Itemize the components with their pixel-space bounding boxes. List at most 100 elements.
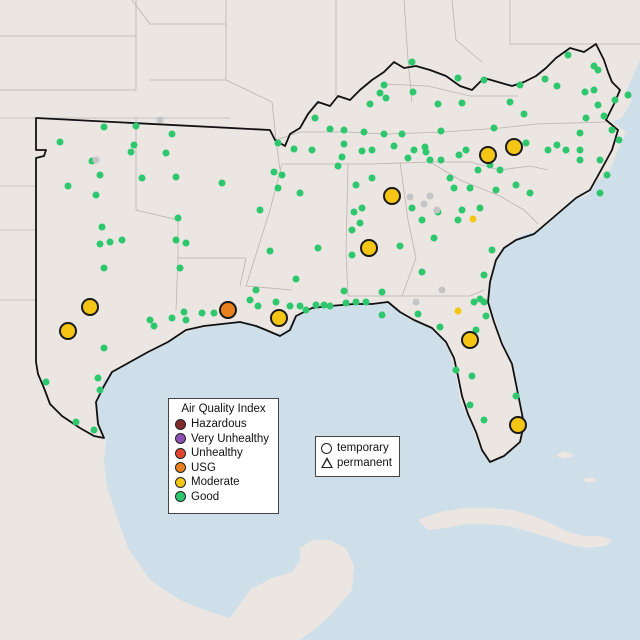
- good-monitor-marker[interactable]: [480, 416, 488, 424]
- good-monitor-marker[interactable]: [100, 123, 108, 131]
- good-monitor-marker[interactable]: [596, 189, 604, 197]
- good-monitor-marker[interactable]: [172, 236, 180, 244]
- nodata-monitor-marker[interactable]: [412, 298, 420, 306]
- good-monitor-marker[interactable]: [256, 206, 264, 214]
- good-monitor-marker[interactable]: [492, 186, 500, 194]
- good-monitor-marker[interactable]: [576, 129, 584, 137]
- good-monitor-marker[interactable]: [100, 264, 108, 272]
- good-monitor-marker[interactable]: [480, 298, 488, 306]
- good-monitor-marker[interactable]: [150, 322, 158, 330]
- nodata-monitor-marker[interactable]: [420, 200, 428, 208]
- good-monitor-marker[interactable]: [98, 223, 106, 231]
- good-monitor-marker[interactable]: [564, 51, 572, 59]
- good-monitor-marker[interactable]: [418, 268, 426, 276]
- nodata-monitor-marker[interactable]: [438, 286, 446, 294]
- good-monitor-marker[interactable]: [311, 114, 319, 122]
- good-monitor-marker[interactable]: [436, 323, 444, 331]
- good-monitor-marker[interactable]: [462, 146, 470, 154]
- good-monitor-marker[interactable]: [296, 189, 304, 197]
- good-monitor-marker[interactable]: [138, 174, 146, 182]
- good-monitor-marker[interactable]: [352, 181, 360, 189]
- good-monitor-marker[interactable]: [553, 82, 561, 90]
- good-monitor-marker[interactable]: [430, 234, 438, 242]
- good-monitor-marker[interactable]: [490, 124, 498, 132]
- good-monitor-marker[interactable]: [246, 296, 254, 304]
- good-monitor-marker[interactable]: [458, 99, 466, 107]
- good-monitor-marker[interactable]: [358, 147, 366, 155]
- nodata-monitor-marker[interactable]: [92, 156, 100, 164]
- moderate-temporary-monitor-marker[interactable]: [461, 331, 479, 349]
- good-monitor-marker[interactable]: [594, 66, 602, 74]
- nodata-monitor-marker[interactable]: [406, 193, 414, 201]
- good-monitor-marker[interactable]: [312, 301, 320, 309]
- good-monitor-marker[interactable]: [562, 146, 570, 154]
- good-monitor-marker[interactable]: [118, 236, 126, 244]
- nodata-monitor-marker[interactable]: [156, 116, 164, 124]
- moderate-temporary-monitor-marker[interactable]: [81, 298, 99, 316]
- good-monitor-marker[interactable]: [72, 418, 80, 426]
- good-monitor-marker[interactable]: [446, 174, 454, 182]
- good-monitor-marker[interactable]: [434, 100, 442, 108]
- good-monitor-marker[interactable]: [90, 426, 98, 434]
- good-monitor-marker[interactable]: [611, 96, 619, 104]
- good-monitor-marker[interactable]: [422, 148, 430, 156]
- good-monitor-marker[interactable]: [168, 130, 176, 138]
- good-monitor-marker[interactable]: [132, 122, 140, 130]
- good-monitor-marker[interactable]: [168, 314, 176, 322]
- good-monitor-marker[interactable]: [182, 239, 190, 247]
- good-monitor-marker[interactable]: [64, 182, 72, 190]
- good-monitor-marker[interactable]: [576, 156, 584, 164]
- good-monitor-marker[interactable]: [92, 191, 100, 199]
- good-monitor-marker[interactable]: [378, 288, 386, 296]
- good-monitor-marker[interactable]: [340, 140, 348, 148]
- good-monitor-marker[interactable]: [146, 316, 154, 324]
- good-monitor-marker[interactable]: [454, 216, 462, 224]
- good-monitor-marker[interactable]: [576, 146, 584, 154]
- good-monitor-marker[interactable]: [458, 206, 466, 214]
- good-monitor-marker[interactable]: [594, 101, 602, 109]
- good-monitor-marker[interactable]: [350, 208, 358, 216]
- nodata-monitor-marker[interactable]: [433, 206, 441, 214]
- good-monitor-marker[interactable]: [362, 298, 370, 306]
- good-monitor-marker[interactable]: [410, 146, 418, 154]
- good-monitor-marker[interactable]: [366, 100, 374, 108]
- good-monitor-marker[interactable]: [172, 173, 180, 181]
- good-monitor-marker[interactable]: [274, 139, 282, 147]
- good-monitor-marker[interactable]: [56, 138, 64, 146]
- good-monitor-marker[interactable]: [348, 226, 356, 234]
- good-monitor-marker[interactable]: [408, 58, 416, 66]
- good-monitor-marker[interactable]: [296, 302, 304, 310]
- good-monitor-marker[interactable]: [272, 298, 280, 306]
- good-monitor-marker[interactable]: [96, 240, 104, 248]
- good-monitor-marker[interactable]: [378, 311, 386, 319]
- good-monitor-marker[interactable]: [340, 126, 348, 134]
- moderate-temporary-monitor-marker[interactable]: [505, 138, 523, 156]
- good-monitor-marker[interactable]: [368, 174, 376, 182]
- good-monitor-marker[interactable]: [426, 156, 434, 164]
- good-monitor-marker[interactable]: [437, 156, 445, 164]
- moderate-monitor-marker[interactable]: [454, 307, 462, 315]
- good-monitor-marker[interactable]: [356, 219, 364, 227]
- moderate-temporary-monitor-marker[interactable]: [509, 416, 527, 434]
- good-monitor-marker[interactable]: [326, 302, 334, 310]
- good-monitor-marker[interactable]: [474, 166, 482, 174]
- good-monitor-marker[interactable]: [600, 112, 608, 120]
- good-monitor-marker[interactable]: [340, 287, 348, 295]
- good-monitor-marker[interactable]: [544, 146, 552, 154]
- good-monitor-marker[interactable]: [308, 146, 316, 154]
- good-monitor-marker[interactable]: [615, 136, 623, 144]
- good-monitor-marker[interactable]: [100, 344, 108, 352]
- good-monitor-marker[interactable]: [218, 179, 226, 187]
- good-monitor-marker[interactable]: [130, 141, 138, 149]
- good-monitor-marker[interactable]: [334, 162, 342, 170]
- good-monitor-marker[interactable]: [414, 310, 422, 318]
- good-monitor-marker[interactable]: [162, 149, 170, 157]
- moderate-temporary-monitor-marker[interactable]: [360, 239, 378, 257]
- good-monitor-marker[interactable]: [472, 326, 480, 334]
- nodata-monitor-marker[interactable]: [426, 192, 434, 200]
- good-monitor-marker[interactable]: [396, 242, 404, 250]
- good-monitor-marker[interactable]: [390, 142, 398, 150]
- good-monitor-marker[interactable]: [338, 153, 346, 161]
- good-monitor-marker[interactable]: [454, 74, 462, 82]
- good-monitor-marker[interactable]: [274, 184, 282, 192]
